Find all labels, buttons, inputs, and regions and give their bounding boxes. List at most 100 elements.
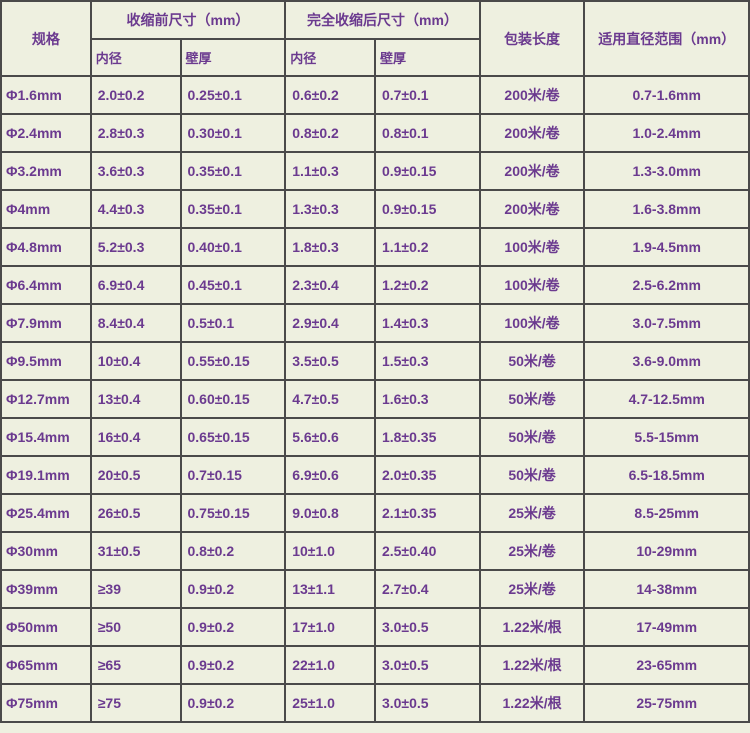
cell-pack: 50米/卷 bbox=[480, 418, 585, 456]
cell-after-inner: 9.0±0.8 bbox=[285, 494, 375, 532]
cell-pack: 25米/卷 bbox=[480, 532, 585, 570]
cell-spec: Φ39mm bbox=[1, 570, 91, 608]
cell-after-wall: 0.7±0.1 bbox=[375, 76, 480, 114]
cell-after-wall: 2.5±0.40 bbox=[375, 532, 480, 570]
cell-after-inner: 25±1.0 bbox=[285, 684, 375, 722]
cell-before-wall: 0.35±0.1 bbox=[181, 152, 286, 190]
cell-pack: 50米/卷 bbox=[480, 342, 585, 380]
cell-range: 3.6-9.0mm bbox=[584, 342, 749, 380]
cell-spec: Φ65mm bbox=[1, 646, 91, 684]
cell-spec: Φ75mm bbox=[1, 684, 91, 722]
cell-before-wall: 0.75±0.15 bbox=[181, 494, 286, 532]
cell-before-wall: 0.8±0.2 bbox=[181, 532, 286, 570]
cell-after-inner: 5.6±0.6 bbox=[285, 418, 375, 456]
cell-before-inner: 2.8±0.3 bbox=[91, 114, 181, 152]
cell-before-inner: 13±0.4 bbox=[91, 380, 181, 418]
cell-after-inner: 4.7±0.5 bbox=[285, 380, 375, 418]
cell-range: 4.7-12.5mm bbox=[584, 380, 749, 418]
cell-after-wall: 1.6±0.3 bbox=[375, 380, 480, 418]
cell-after-inner: 0.6±0.2 bbox=[285, 76, 375, 114]
cell-after-inner: 13±1.1 bbox=[285, 570, 375, 608]
cell-range: 25-75mm bbox=[584, 684, 749, 722]
header-after-wall: 壁厚 bbox=[375, 39, 480, 76]
table-header: 规格 收缩前尺寸（mm） 完全收缩后尺寸（mm） 包装长度 适用直径范围（mm）… bbox=[1, 1, 749, 76]
cell-after-inner: 1.8±0.3 bbox=[285, 228, 375, 266]
cell-spec: Φ12.7mm bbox=[1, 380, 91, 418]
cell-range: 10-29mm bbox=[584, 532, 749, 570]
cell-before-wall: 0.45±0.1 bbox=[181, 266, 286, 304]
cell-after-inner: 1.3±0.3 bbox=[285, 190, 375, 228]
cell-pack: 200米/卷 bbox=[480, 114, 585, 152]
cell-spec: Φ19.1mm bbox=[1, 456, 91, 494]
cell-before-inner: 10±0.4 bbox=[91, 342, 181, 380]
cell-before-wall: 0.30±0.1 bbox=[181, 114, 286, 152]
cell-pack: 200米/卷 bbox=[480, 190, 585, 228]
cell-before-wall: 0.60±0.15 bbox=[181, 380, 286, 418]
table-body: Φ1.6mm2.0±0.20.25±0.10.6±0.20.7±0.1200米/… bbox=[1, 76, 749, 722]
cell-after-wall: 0.8±0.1 bbox=[375, 114, 480, 152]
cell-after-wall: 1.2±0.2 bbox=[375, 266, 480, 304]
cell-spec: Φ4mm bbox=[1, 190, 91, 228]
cell-after-wall: 0.9±0.15 bbox=[375, 152, 480, 190]
cell-before-inner: ≥75 bbox=[91, 684, 181, 722]
table-row: Φ15.4mm16±0.40.65±0.155.6±0.61.8±0.3550米… bbox=[1, 418, 749, 456]
cell-spec: Φ9.5mm bbox=[1, 342, 91, 380]
table-row: Φ6.4mm6.9±0.40.45±0.12.3±0.41.2±0.2100米/… bbox=[1, 266, 749, 304]
cell-before-inner: ≥50 bbox=[91, 608, 181, 646]
table-row: Φ65mm≥650.9±0.222±1.03.0±0.51.22米/根23-65… bbox=[1, 646, 749, 684]
cell-before-wall: 0.9±0.2 bbox=[181, 646, 286, 684]
table-row: Φ19.1mm20±0.50.7±0.156.9±0.62.0±0.3550米/… bbox=[1, 456, 749, 494]
cell-after-inner: 17±1.0 bbox=[285, 608, 375, 646]
cell-after-inner: 22±1.0 bbox=[285, 646, 375, 684]
cell-after-wall: 3.0±0.5 bbox=[375, 608, 480, 646]
cell-after-wall: 2.7±0.4 bbox=[375, 570, 480, 608]
cell-before-inner: 2.0±0.2 bbox=[91, 76, 181, 114]
cell-before-inner: ≥65 bbox=[91, 646, 181, 684]
table-row: Φ1.6mm2.0±0.20.25±0.10.6±0.20.7±0.1200米/… bbox=[1, 76, 749, 114]
cell-range: 14-38mm bbox=[584, 570, 749, 608]
cell-spec: Φ6.4mm bbox=[1, 266, 91, 304]
cell-after-wall: 0.9±0.15 bbox=[375, 190, 480, 228]
table-row: Φ12.7mm13±0.40.60±0.154.7±0.51.6±0.350米/… bbox=[1, 380, 749, 418]
cell-range: 23-65mm bbox=[584, 646, 749, 684]
cell-spec: Φ50mm bbox=[1, 608, 91, 646]
cell-after-wall: 3.0±0.5 bbox=[375, 646, 480, 684]
cell-pack: 1.22米/根 bbox=[480, 684, 585, 722]
cell-after-wall: 1.4±0.3 bbox=[375, 304, 480, 342]
cell-before-inner: 31±0.5 bbox=[91, 532, 181, 570]
cell-spec: Φ15.4mm bbox=[1, 418, 91, 456]
header-after-inner: 内径 bbox=[285, 39, 375, 76]
cell-before-inner: 8.4±0.4 bbox=[91, 304, 181, 342]
cell-range: 3.0-7.5mm bbox=[584, 304, 749, 342]
cell-before-wall: 0.35±0.1 bbox=[181, 190, 286, 228]
cell-pack: 200米/卷 bbox=[480, 152, 585, 190]
header-after: 完全收缩后尺寸（mm） bbox=[285, 1, 479, 39]
cell-before-wall: 0.9±0.2 bbox=[181, 570, 286, 608]
cell-before-inner: 3.6±0.3 bbox=[91, 152, 181, 190]
table-row: Φ4.8mm5.2±0.30.40±0.11.8±0.31.1±0.2100米/… bbox=[1, 228, 749, 266]
cell-pack: 100米/卷 bbox=[480, 304, 585, 342]
header-spec: 规格 bbox=[1, 1, 91, 76]
cell-after-inner: 6.9±0.6 bbox=[285, 456, 375, 494]
cell-pack: 25米/卷 bbox=[480, 570, 585, 608]
cell-range: 5.5-15mm bbox=[584, 418, 749, 456]
cell-pack: 1.22米/根 bbox=[480, 646, 585, 684]
cell-range: 2.5-6.2mm bbox=[584, 266, 749, 304]
header-before-wall: 壁厚 bbox=[181, 39, 286, 76]
cell-range: 0.7-1.6mm bbox=[584, 76, 749, 114]
cell-range: 8.5-25mm bbox=[584, 494, 749, 532]
cell-pack: 100米/卷 bbox=[480, 228, 585, 266]
cell-before-wall: 0.9±0.2 bbox=[181, 608, 286, 646]
cell-before-wall: 0.40±0.1 bbox=[181, 228, 286, 266]
cell-before-inner: 6.9±0.4 bbox=[91, 266, 181, 304]
cell-range: 1.0-2.4mm bbox=[584, 114, 749, 152]
cell-after-wall: 3.0±0.5 bbox=[375, 684, 480, 722]
cell-spec: Φ1.6mm bbox=[1, 76, 91, 114]
table-row: Φ9.5mm10±0.40.55±0.153.5±0.51.5±0.350米/卷… bbox=[1, 342, 749, 380]
cell-range: 1.3-3.0mm bbox=[584, 152, 749, 190]
cell-pack: 1.22米/根 bbox=[480, 608, 585, 646]
cell-after-inner: 1.1±0.3 bbox=[285, 152, 375, 190]
cell-after-inner: 3.5±0.5 bbox=[285, 342, 375, 380]
table-row: Φ2.4mm2.8±0.30.30±0.10.8±0.20.8±0.1200米/… bbox=[1, 114, 749, 152]
table-row: Φ75mm≥750.9±0.225±1.03.0±0.51.22米/根25-75… bbox=[1, 684, 749, 722]
